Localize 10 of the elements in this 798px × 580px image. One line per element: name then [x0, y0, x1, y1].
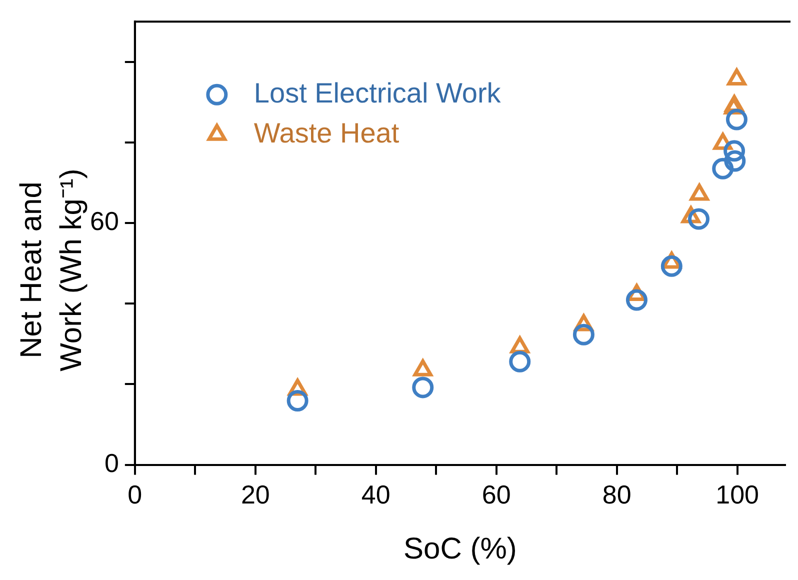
y-axis-title: Net Heat and Work (Wh kg⁻¹) — [15, 168, 88, 372]
x-tick-label: 60 — [482, 480, 511, 510]
x-tick-label: 80 — [602, 480, 632, 510]
x-tick-label: 0 — [128, 480, 142, 510]
x-tick-label: 20 — [240, 480, 270, 510]
x-tick-label: 40 — [361, 480, 390, 510]
x-axis-title: SoC (%) — [404, 532, 517, 566]
legend-label: Lost Electrical Work — [254, 77, 502, 108]
x-tick-label: 100 — [716, 480, 760, 510]
legend-label: Waste Heat — [254, 117, 400, 148]
